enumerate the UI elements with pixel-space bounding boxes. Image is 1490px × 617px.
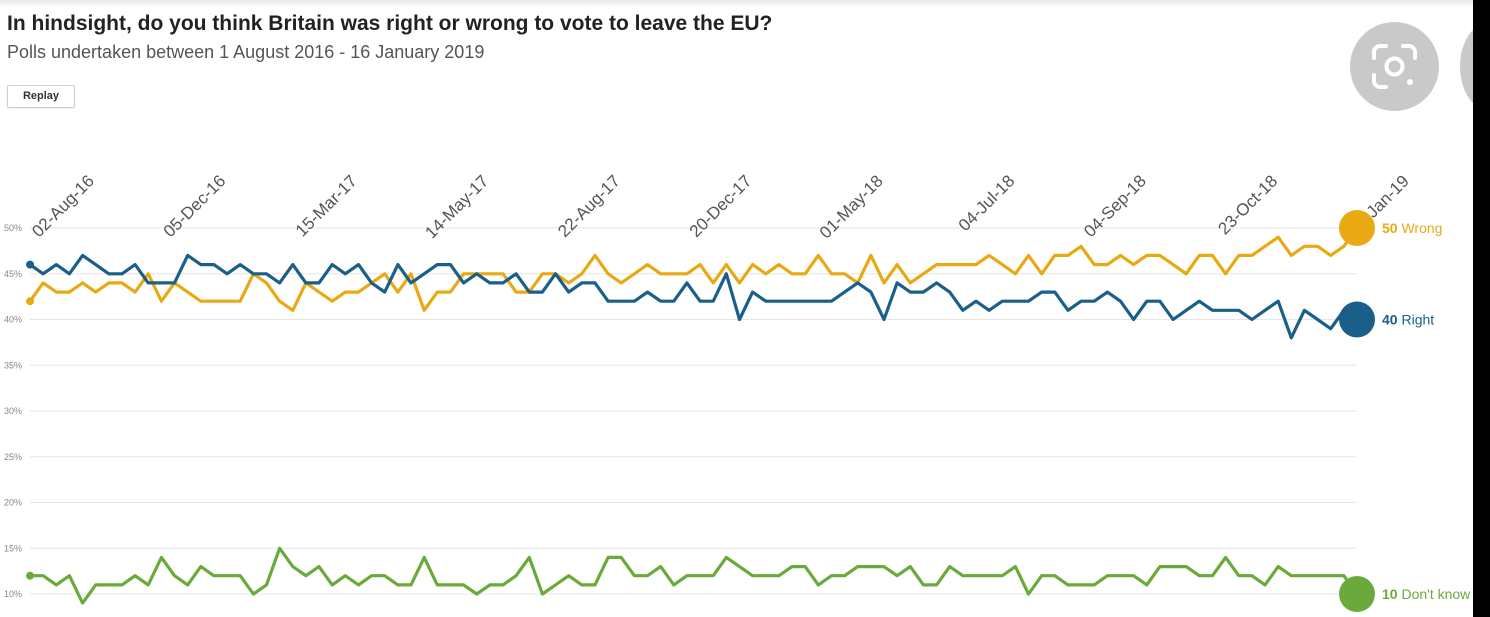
y-tick-label: 10% <box>4 589 22 599</box>
series-line-0 <box>28 226 1359 312</box>
x-tick-label: 02-Aug-16 <box>28 171 98 241</box>
x-tick-label: 15-Mar-17 <box>292 171 361 240</box>
x-tick-label: 20-Dec-17 <box>686 171 756 241</box>
series-end-name: Don't know <box>1398 586 1472 602</box>
series-end-name: Wrong <box>1398 220 1443 236</box>
series-end-label-1: 40 Right <box>1382 312 1434 328</box>
series-end-label-0: 50 Wrong <box>1382 220 1442 236</box>
series-line-1 <box>28 253 1359 340</box>
series-start-point-1 <box>26 260 34 269</box>
y-tick-label: 20% <box>4 498 22 508</box>
y-tick-label: 50% <box>4 223 22 233</box>
series-end-marker-1 <box>1339 301 1375 338</box>
x-tick-label: 01-May-18 <box>816 171 887 242</box>
y-tick-label: 25% <box>4 452 22 462</box>
series-start-point-2 <box>26 571 34 580</box>
series-end-marker-0 <box>1339 210 1375 246</box>
y-tick-label: 35% <box>4 360 22 370</box>
series-end-marker-2 <box>1339 576 1375 612</box>
y-tick-label: 40% <box>4 315 22 325</box>
series-end-value: 10 <box>1382 586 1398 602</box>
series-end-value: 50 <box>1382 220 1398 236</box>
x-tick-label: 04-Jul-18 <box>955 171 1019 235</box>
x-tick-label: 14-May-17 <box>421 171 492 242</box>
y-tick-label: 15% <box>4 543 22 553</box>
google-lens-button[interactable] <box>1350 22 1439 111</box>
series-end-value: 40 <box>1382 312 1398 328</box>
y-tick-label: 45% <box>4 269 22 279</box>
y-tick-label: 30% <box>4 406 22 416</box>
series-start-point-0 <box>26 297 34 306</box>
line-chart: 10% 15% 20% 25% 30% 35% 40% 45% 50% 02-Aug-16 05-D… <box>4 171 1471 612</box>
top-shadow <box>0 0 1490 8</box>
series-line-2 <box>28 546 1359 605</box>
chart-title: In hindsight, do you think Britain was r… <box>7 12 773 35</box>
x-tick-label: 05-Dec-16 <box>160 171 230 241</box>
x-tick-label: 04-Sep-18 <box>1080 171 1150 241</box>
series-end-label-2: 10 Don't know <box>1382 586 1471 602</box>
replay-button[interactable]: Replay <box>7 85 75 108</box>
screen-edge-bar <box>1473 0 1490 617</box>
chart-subtitle: Polls undertaken between 1 August 2016 -… <box>7 42 485 62</box>
google-lens-icon <box>1372 44 1417 89</box>
series-end-name: Right <box>1398 312 1435 328</box>
x-tick-label: 22-Aug-17 <box>554 171 624 241</box>
